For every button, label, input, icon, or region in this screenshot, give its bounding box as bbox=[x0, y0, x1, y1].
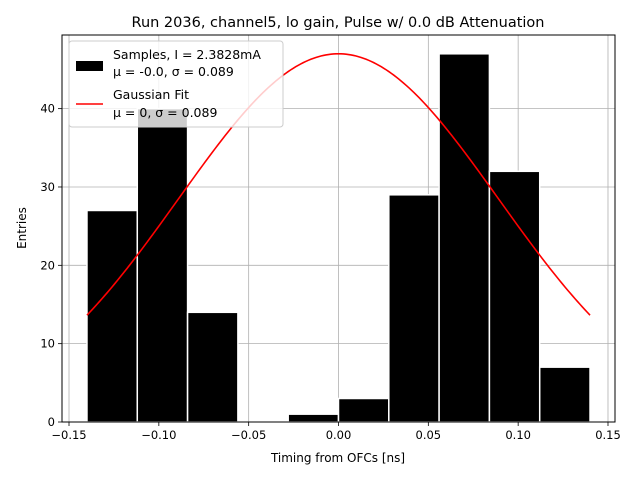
y-tick-label: 20 bbox=[40, 258, 55, 272]
histogram-bar bbox=[438, 53, 491, 423]
x-tick-label: 0.10 bbox=[505, 428, 531, 442]
legend-samples-stats: μ = -0.0, σ = 0.089 bbox=[113, 64, 234, 79]
histogram-bar bbox=[86, 209, 139, 423]
chart-title: Run 2036, channel5, lo gain, Pulse w/ 0.… bbox=[132, 15, 545, 31]
x-tick-label: −0.10 bbox=[141, 428, 176, 442]
histogram-bar bbox=[337, 397, 390, 423]
y-tick-label: 30 bbox=[40, 180, 55, 194]
histogram-bar bbox=[136, 107, 189, 423]
y-tick-label: 40 bbox=[40, 102, 55, 116]
legend-fit-label: Gaussian Fit bbox=[113, 87, 189, 102]
histogram-bars bbox=[86, 53, 591, 423]
x-tick-label: −0.15 bbox=[51, 428, 86, 442]
legend-box bbox=[68, 40, 284, 128]
legend: Samples, I = 2.3828mA μ = -0.0, σ = 0.08… bbox=[68, 40, 284, 128]
histogram-bar bbox=[287, 413, 340, 423]
x-tick-label: 0.15 bbox=[595, 428, 621, 442]
legend-samples-swatch bbox=[76, 61, 103, 71]
histogram-bar bbox=[538, 366, 591, 423]
y-axis-ticks: 0 10 20 30 40 bbox=[40, 102, 62, 429]
histogram-bar bbox=[186, 311, 239, 423]
x-axis-label: Timing from OFCs [ns] bbox=[270, 451, 405, 465]
y-tick-label: 0 bbox=[48, 415, 55, 429]
histogram-bar bbox=[388, 194, 440, 423]
histogram-bar bbox=[488, 170, 541, 423]
y-tick-label: 10 bbox=[40, 337, 55, 351]
legend-samples-label: Samples, I = 2.3828mA bbox=[113, 47, 261, 62]
x-tick-label: 0.05 bbox=[416, 428, 442, 442]
legend-fit-stats: μ = 0, σ = 0.089 bbox=[113, 105, 217, 120]
gaussian-fit-curve bbox=[86, 52, 591, 316]
x-tick-label: 0.00 bbox=[326, 428, 352, 442]
y-axis-label: Entries bbox=[15, 207, 29, 249]
x-axis-ticks: −0.15 −0.10 −0.05 0.00 0.05 0.10 0.15 bbox=[51, 422, 621, 442]
x-tick-label: −0.05 bbox=[231, 428, 266, 442]
